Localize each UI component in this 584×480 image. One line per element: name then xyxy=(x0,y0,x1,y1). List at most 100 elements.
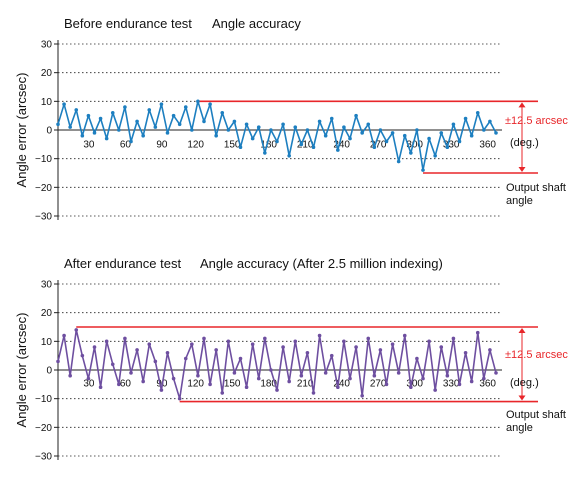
data-point xyxy=(74,328,79,332)
data-point xyxy=(62,102,66,106)
data-point xyxy=(409,151,413,155)
data-point xyxy=(98,385,103,390)
data-point xyxy=(317,119,322,124)
data-point xyxy=(281,345,285,349)
data-point xyxy=(232,119,237,124)
band-label: ±12.5 arcsec xyxy=(505,349,568,361)
data-point xyxy=(475,330,480,335)
data-point xyxy=(457,139,462,144)
data-point xyxy=(147,108,152,112)
data-point xyxy=(256,125,261,129)
chart-title: Before endurance test xyxy=(64,16,192,31)
x-tick-label: 60 xyxy=(120,140,132,151)
data-point xyxy=(311,145,316,149)
band-label: ±12.5 arcsec xyxy=(505,115,568,127)
x-tick-label: 270 xyxy=(370,140,387,151)
data-point xyxy=(342,339,346,344)
x-tick-label: 330 xyxy=(443,140,460,151)
y-tick-label: 30 xyxy=(41,280,53,291)
data-point xyxy=(220,111,225,115)
y-tick-label: 0 xyxy=(46,126,52,137)
data-point xyxy=(317,333,322,338)
data-point xyxy=(287,379,291,384)
data-point xyxy=(463,351,468,355)
band-arrow-head-up xyxy=(518,102,526,108)
data-point xyxy=(445,145,450,149)
data-point xyxy=(92,131,97,135)
data-point xyxy=(171,376,176,381)
data-point xyxy=(183,356,188,361)
data-point xyxy=(141,133,145,138)
data-point xyxy=(323,133,328,138)
data-point xyxy=(463,116,468,121)
data-point xyxy=(171,113,176,118)
data-point xyxy=(488,119,492,124)
data-point xyxy=(214,133,218,138)
data-point xyxy=(141,379,145,384)
x-tick-label: 360 xyxy=(479,379,496,390)
x-axis-name-line2: angle xyxy=(506,195,533,207)
data-point xyxy=(415,128,419,132)
y-tick-label: −10 xyxy=(35,154,52,165)
data-point xyxy=(104,339,109,344)
data-point xyxy=(68,373,72,378)
data-point xyxy=(390,342,395,347)
y-tick-label: 10 xyxy=(41,337,53,348)
data-point xyxy=(177,396,182,401)
x-tick-labels: 30 60 90 120 150 180 210 240 270 300 330 360 xyxy=(83,379,496,390)
x-unit: (deg.) xyxy=(510,377,539,389)
data-point xyxy=(117,128,121,132)
data-point xyxy=(336,385,340,390)
data-point xyxy=(384,139,389,144)
data-point xyxy=(433,154,437,158)
chart-panel-after: After endurance test Angle accuracy (Aft… xyxy=(14,256,568,463)
data-point xyxy=(135,119,139,124)
data-point xyxy=(129,139,133,144)
data-point xyxy=(208,102,212,106)
data-point xyxy=(202,119,206,124)
data-point xyxy=(196,99,200,104)
data-point xyxy=(366,122,371,127)
x-tick-label: 180 xyxy=(260,379,277,390)
data-point xyxy=(275,139,279,144)
x-tick-label: 150 xyxy=(224,379,241,390)
data-point xyxy=(165,351,170,355)
data-point xyxy=(439,131,444,135)
band-arrow-head-down xyxy=(518,395,526,401)
data-point xyxy=(56,122,60,127)
data-point xyxy=(208,382,212,387)
x-tick-label: 150 xyxy=(224,140,241,151)
data-point xyxy=(74,108,79,112)
series-line xyxy=(56,328,498,401)
data-point xyxy=(153,359,158,364)
data-point xyxy=(86,113,91,118)
data-point xyxy=(360,394,364,398)
x-tick-label: 210 xyxy=(297,140,314,151)
data-point xyxy=(311,391,316,395)
data-point xyxy=(427,339,431,344)
data-point xyxy=(147,342,152,347)
y-tick-label: 0 xyxy=(46,366,52,377)
data-point xyxy=(220,391,225,395)
y-axis-label: Angle error (arcsec) xyxy=(14,313,29,428)
data-point xyxy=(123,336,127,341)
x-tick-label: 210 xyxy=(297,379,314,390)
data-point xyxy=(190,128,194,132)
data-point xyxy=(293,339,298,344)
data-point xyxy=(80,353,85,358)
data-point xyxy=(177,122,182,127)
data-point xyxy=(244,385,249,390)
data-point xyxy=(372,373,377,378)
data-point xyxy=(293,125,298,129)
data-point xyxy=(378,128,383,132)
data-point xyxy=(214,348,218,352)
data-point xyxy=(329,116,334,121)
y-tick-label: −30 xyxy=(35,212,52,223)
data-point xyxy=(354,345,358,349)
data-point xyxy=(366,336,371,341)
data-point xyxy=(183,105,188,109)
data-point xyxy=(263,151,267,155)
data-point xyxy=(482,128,486,132)
y-tick-label: −10 xyxy=(35,394,52,405)
data-point xyxy=(110,111,115,115)
